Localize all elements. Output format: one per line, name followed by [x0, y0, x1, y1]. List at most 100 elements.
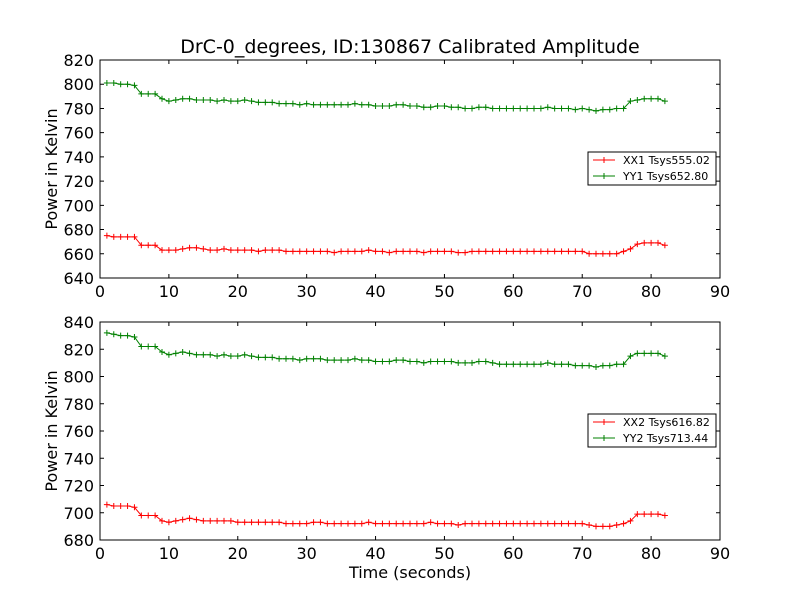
data-point — [358, 520, 365, 527]
data-point — [193, 351, 200, 358]
data-point — [186, 350, 193, 357]
data-point — [544, 248, 551, 255]
y-tick-label: 760 — [63, 124, 94, 143]
data-point — [289, 520, 296, 527]
data-point — [469, 359, 475, 366]
data-point — [331, 357, 338, 364]
data-point — [255, 354, 262, 361]
data-point — [221, 517, 227, 524]
data-point — [186, 244, 193, 251]
data-point — [331, 249, 338, 256]
data-point — [269, 99, 276, 106]
y-tick-label: 820 — [63, 340, 94, 359]
data-point — [324, 520, 331, 527]
data-point — [358, 248, 365, 255]
data-point — [551, 361, 558, 368]
data-point — [152, 242, 159, 249]
data-point — [620, 105, 627, 112]
data-point — [400, 248, 407, 255]
data-point — [524, 361, 531, 368]
y-axis-title: Power in Kelvin — [42, 370, 61, 491]
data-point — [255, 99, 262, 106]
data-point — [510, 361, 517, 368]
data-point — [620, 248, 627, 255]
data-point — [531, 248, 537, 255]
data-point — [131, 233, 138, 240]
data-point — [489, 359, 496, 366]
data-point — [655, 511, 661, 518]
data-point — [462, 249, 469, 256]
data-point — [165, 519, 172, 526]
data-point — [386, 103, 393, 110]
data-point — [510, 520, 517, 527]
data-point — [427, 519, 434, 526]
data-point — [310, 101, 317, 108]
data-point — [345, 357, 351, 364]
data-point — [599, 106, 606, 113]
data-point — [103, 80, 110, 87]
data-point — [613, 105, 620, 112]
data-point — [565, 361, 572, 368]
plot-frame — [99, 59, 721, 279]
data-point — [179, 348, 186, 355]
data-point — [627, 353, 634, 360]
data-point — [537, 105, 544, 112]
data-point — [544, 359, 551, 366]
data-point — [331, 520, 338, 527]
data-point — [517, 520, 524, 527]
data-point — [172, 517, 179, 524]
data-point — [558, 520, 565, 527]
data-point — [289, 248, 296, 255]
data-point — [345, 248, 351, 255]
data-point — [124, 502, 131, 509]
data-point — [172, 350, 179, 357]
y-tick-label: 640 — [63, 269, 94, 288]
data-point — [145, 90, 152, 97]
data-point — [482, 358, 489, 365]
data-point — [448, 520, 455, 527]
x-tick-label: 10 — [159, 282, 179, 301]
x-tick-label: 90 — [710, 544, 730, 563]
series-line — [106, 82, 666, 112]
data-point — [599, 250, 606, 257]
y-axis-title: Power in Kelvin — [42, 108, 61, 229]
data-point — [606, 250, 613, 257]
data-point — [200, 245, 207, 252]
data-point — [661, 353, 668, 360]
data-point — [400, 101, 407, 108]
data-point — [207, 517, 214, 524]
data-point — [469, 248, 475, 255]
data-point — [593, 107, 599, 114]
data-point — [159, 247, 165, 254]
data-point — [462, 359, 469, 366]
data-point — [517, 105, 524, 112]
data-point — [179, 95, 186, 102]
data-point — [482, 520, 489, 527]
data-point — [448, 104, 455, 111]
data-point — [172, 247, 179, 254]
data-point — [482, 248, 489, 255]
legend-label: YY1 Tsys652.80 — [622, 170, 708, 183]
y-tick-label: 700 — [63, 504, 94, 523]
legend-label: XX1 Tsys555.02 — [623, 154, 710, 167]
data-point — [427, 104, 434, 111]
data-point — [503, 105, 510, 112]
data-point — [599, 523, 606, 530]
data-point — [262, 354, 269, 361]
data-point — [248, 98, 255, 105]
data-point — [386, 358, 393, 365]
data-point — [131, 333, 138, 340]
data-point — [599, 362, 606, 369]
data-point — [531, 520, 537, 527]
x-tick-label: 50 — [434, 282, 454, 301]
legend: XX2 Tsys616.82 YY2 Tsys713.44 — [587, 413, 717, 448]
data-point — [420, 249, 427, 256]
data-point — [262, 247, 269, 254]
data-point — [634, 511, 641, 518]
data-point — [365, 519, 372, 526]
data-point — [124, 332, 131, 339]
x-tick-label: 40 — [365, 544, 385, 563]
data-point — [193, 516, 200, 523]
data-point — [393, 101, 400, 108]
